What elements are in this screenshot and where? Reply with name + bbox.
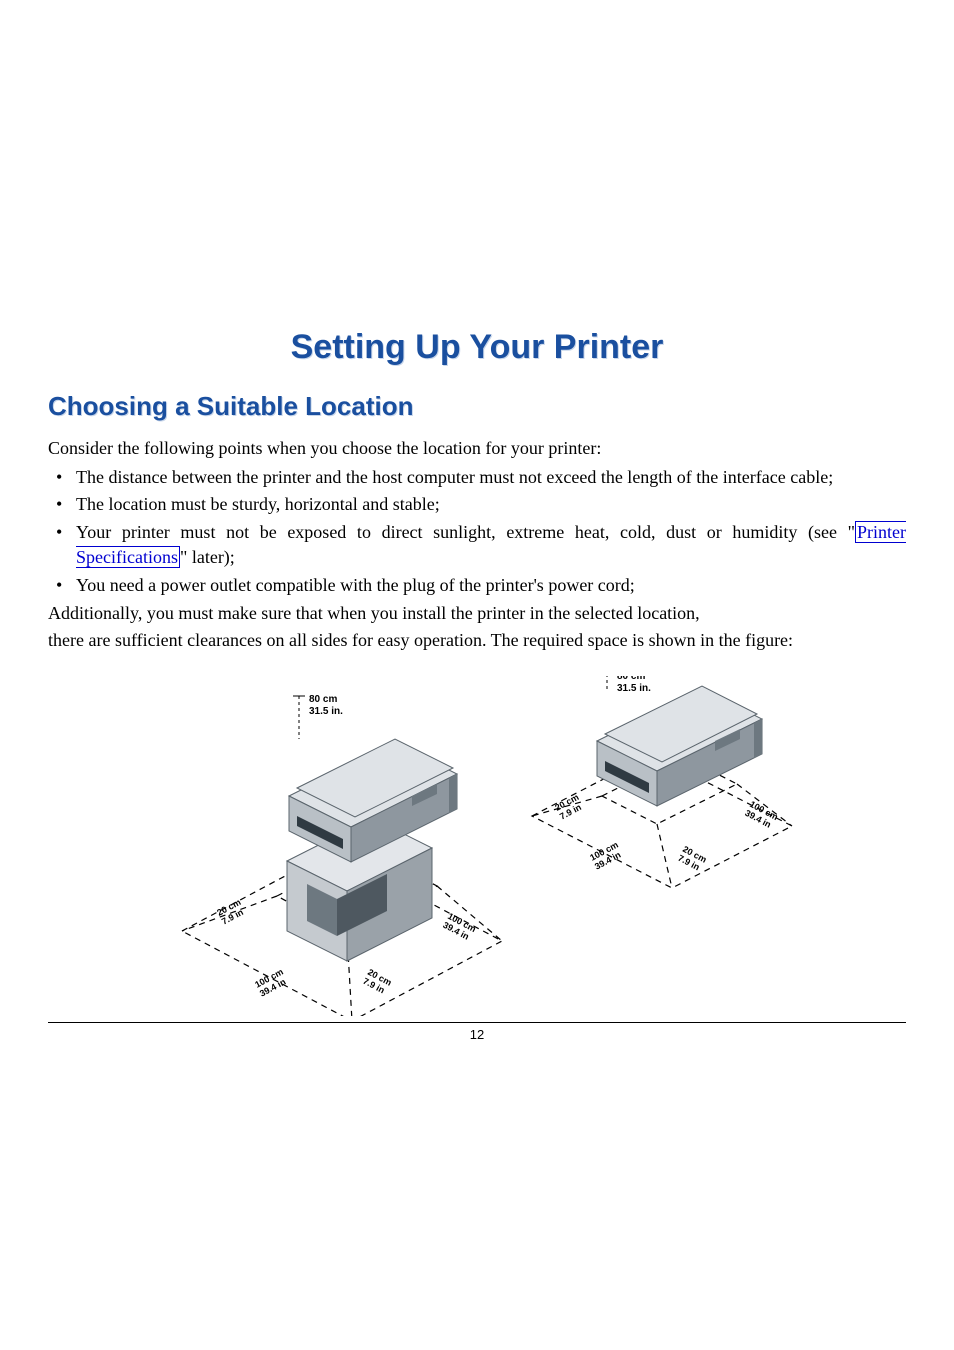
bullet-item: The location must be sturdy, horizontal … (48, 492, 906, 518)
right-diagram: 80 cm 31.5 in. 20 cm 7.9 in 100 cm 39.4 … (532, 676, 792, 888)
bullet-list: The distance between the printer and the… (48, 465, 906, 599)
printer-right (597, 686, 762, 806)
bullet-text-suffix: " later); (180, 547, 235, 567)
section-heading: Choosing a Suitable Location (48, 391, 906, 422)
clearance-edge (657, 824, 672, 888)
document-page: Setting Up Your Printer Choosing a Suita… (48, 0, 906, 1350)
dim-label-group: 20 cm 7.9 in (361, 967, 393, 997)
dim-label-group: 100 cm 39.4 in (588, 839, 624, 871)
page-title: Setting Up Your Printer (48, 328, 906, 367)
intro-paragraph: Consider the following points when you c… (48, 436, 906, 461)
dim-label-group: 20 cm 7.9 in (215, 897, 247, 927)
bullet-item: Your printer must not be exposed to dire… (48, 520, 906, 571)
height-label: 31.5 in. (309, 706, 343, 717)
closing-paragraph-line1: Additionally, you must make sure that wh… (48, 601, 906, 627)
page-number: 12 (48, 1027, 906, 1042)
height-label: 80 cm (309, 694, 337, 705)
closing-paragraph-line2: there are sufficient clearances on all s… (48, 628, 906, 654)
printer-side-ridge (754, 719, 762, 758)
dim-label-group: 20 cm 7.9 in (676, 844, 708, 874)
height-label: 80 cm (617, 676, 645, 682)
height-label: 31.5 in. (617, 683, 651, 694)
printer-left (289, 739, 457, 862)
bullet-item: You need a power outlet compatible with … (48, 573, 906, 599)
bullet-item: The distance between the printer and the… (48, 465, 906, 491)
clearance-figure: 80 cm 31.5 in. 20 cm 7.9 in 100 cm 39.4 … (48, 676, 906, 1016)
clearance-diagram-svg: 80 cm 31.5 in. 20 cm 7.9 in 100 cm 39.4 … (157, 676, 797, 1016)
bullet-text-prefix: Your printer must not be exposed to dire… (76, 522, 855, 542)
left-diagram: 80 cm 31.5 in. 20 cm 7.9 in 100 cm 39.4 … (182, 694, 502, 1016)
dim-label-group: 20 cm 7.9 in (553, 792, 585, 822)
footer-rule (48, 1022, 906, 1023)
printer-side-ridge (449, 774, 457, 813)
